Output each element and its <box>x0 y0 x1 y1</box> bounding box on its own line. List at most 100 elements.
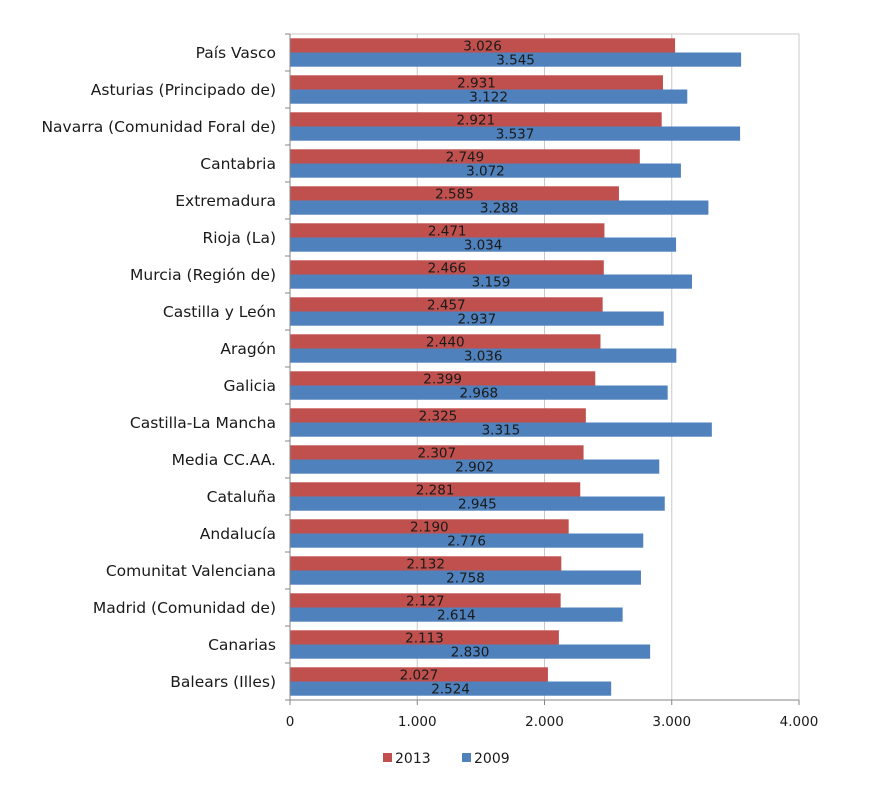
bar-2013 <box>290 593 561 608</box>
bar-2013 <box>290 556 562 571</box>
data-label-2009: 3.288 <box>480 201 519 217</box>
bar-2009 <box>290 274 692 289</box>
data-label-2013: 2.749 <box>446 149 485 165</box>
bar-2009 <box>290 607 623 622</box>
data-label-2009: 2.902 <box>455 460 494 476</box>
category-label: Murcia (Región de) <box>130 266 276 284</box>
data-label-2009: 2.830 <box>451 645 490 661</box>
data-label-2013: 2.113 <box>405 630 444 646</box>
bar-2013 <box>290 667 548 682</box>
data-label-2009: 3.036 <box>464 349 503 365</box>
data-label-2013: 2.440 <box>426 334 465 350</box>
data-label-2009: 2.937 <box>458 312 497 328</box>
x-tick-label: 3.000 <box>652 714 691 730</box>
category-label: Aragón <box>220 340 276 358</box>
bar-2009 <box>290 681 612 696</box>
bar-2013 <box>290 75 663 90</box>
data-label-2009: 2.614 <box>437 608 476 624</box>
data-label-2009: 3.034 <box>464 238 503 254</box>
data-label-2009: 2.945 <box>458 497 497 513</box>
bar-2009 <box>290 570 641 585</box>
bar-2013 <box>290 38 676 53</box>
bar-2013 <box>290 112 662 127</box>
bar-2009 <box>290 422 712 437</box>
legend: 2013 2009 <box>383 751 510 767</box>
category-label: Canarias <box>208 636 276 654</box>
bar-2009 <box>290 237 677 252</box>
data-label-2013: 2.127 <box>406 593 445 609</box>
bar-2009 <box>290 459 660 474</box>
category-label: Comunitat Valenciana <box>106 562 276 580</box>
x-tick-label: 1.000 <box>398 714 437 730</box>
data-label-2013: 2.466 <box>428 260 467 276</box>
legend-swatch-2013 <box>383 753 392 762</box>
category-label: Rioja (La) <box>202 229 276 247</box>
data-label-2013: 2.457 <box>427 297 466 313</box>
data-label-2013: 2.931 <box>457 75 496 91</box>
axes <box>285 33 800 705</box>
legend-label-2009: 2009 <box>474 751 510 767</box>
data-label-2013: 2.132 <box>406 556 445 572</box>
bar-2013 <box>290 260 604 275</box>
data-label-2009: 3.537 <box>496 127 535 143</box>
bar-2013 <box>290 297 603 312</box>
legend-swatch-2009 <box>462 753 471 762</box>
category-label: Cantabria <box>200 155 276 173</box>
bar-2009 <box>290 311 664 326</box>
data-label-2009: 3.315 <box>482 423 521 439</box>
bar-2009 <box>290 163 681 178</box>
data-label-2013: 2.027 <box>400 667 439 683</box>
gridlines <box>290 33 800 700</box>
category-label: Asturias (Principado de) <box>91 81 276 99</box>
data-label-2009: 2.758 <box>446 571 485 587</box>
data-label-2013: 2.399 <box>423 371 462 387</box>
bar-2009 <box>290 348 677 363</box>
x-tick-label: 2.000 <box>525 714 564 730</box>
data-label-2013: 3.026 <box>463 38 502 54</box>
bar-2009 <box>290 533 644 548</box>
data-label-2013: 2.585 <box>435 186 474 202</box>
category-label: Cataluña <box>207 488 276 506</box>
data-label-2009: 3.072 <box>466 164 505 180</box>
data-label-2013: 2.190 <box>410 519 449 535</box>
category-labels: País Vasco Asturias (Principado de) Navarr… <box>41 44 276 691</box>
x-tick-label: 4.000 <box>780 714 819 730</box>
bar-2009 <box>290 126 741 141</box>
data-label-2009: 3.122 <box>469 90 508 106</box>
category-label: Media CC.AA. <box>172 451 276 469</box>
bar-2009 <box>290 89 688 104</box>
legend-label-2013: 2013 <box>395 751 431 767</box>
category-label: País Vasco <box>196 44 276 62</box>
bar-2013 <box>290 334 601 349</box>
bar-2009 <box>290 644 651 659</box>
data-label-2009: 2.524 <box>431 682 470 698</box>
category-label: Castilla y León <box>163 303 276 321</box>
category-label: Castilla-La Mancha <box>130 414 276 432</box>
bar-2009 <box>290 52 742 67</box>
data-label-2009: 3.159 <box>472 275 511 291</box>
bar-2013 <box>290 408 586 423</box>
category-label: Extremadura <box>175 192 276 210</box>
bar-2009 <box>290 496 665 511</box>
data-label-2009: 2.968 <box>460 386 499 402</box>
bar-2009 <box>290 385 668 400</box>
bar-2013 <box>290 445 584 460</box>
data-label-2013: 2.281 <box>416 482 455 498</box>
bar-2013 <box>290 371 596 386</box>
data-label-2009: 2.776 <box>447 534 486 550</box>
bar-2013 <box>290 149 640 164</box>
bar-2013 <box>290 630 559 645</box>
data-label-2013: 2.307 <box>417 445 456 461</box>
bar-2013 <box>290 482 581 497</box>
category-label: Balears (Illes) <box>170 673 276 691</box>
category-label: Navarra (Comunidad Foral de) <box>41 118 276 136</box>
tick-labels: 0 1.000 2.000 3.000 4.000 <box>286 714 819 730</box>
bars <box>290 38 742 696</box>
bar-2013 <box>290 186 619 201</box>
bar-2009 <box>290 200 709 215</box>
category-label: Madrid (Comunidad de) <box>93 599 276 617</box>
data-label-2013: 2.921 <box>457 112 496 128</box>
category-label: Galicia <box>224 377 276 395</box>
